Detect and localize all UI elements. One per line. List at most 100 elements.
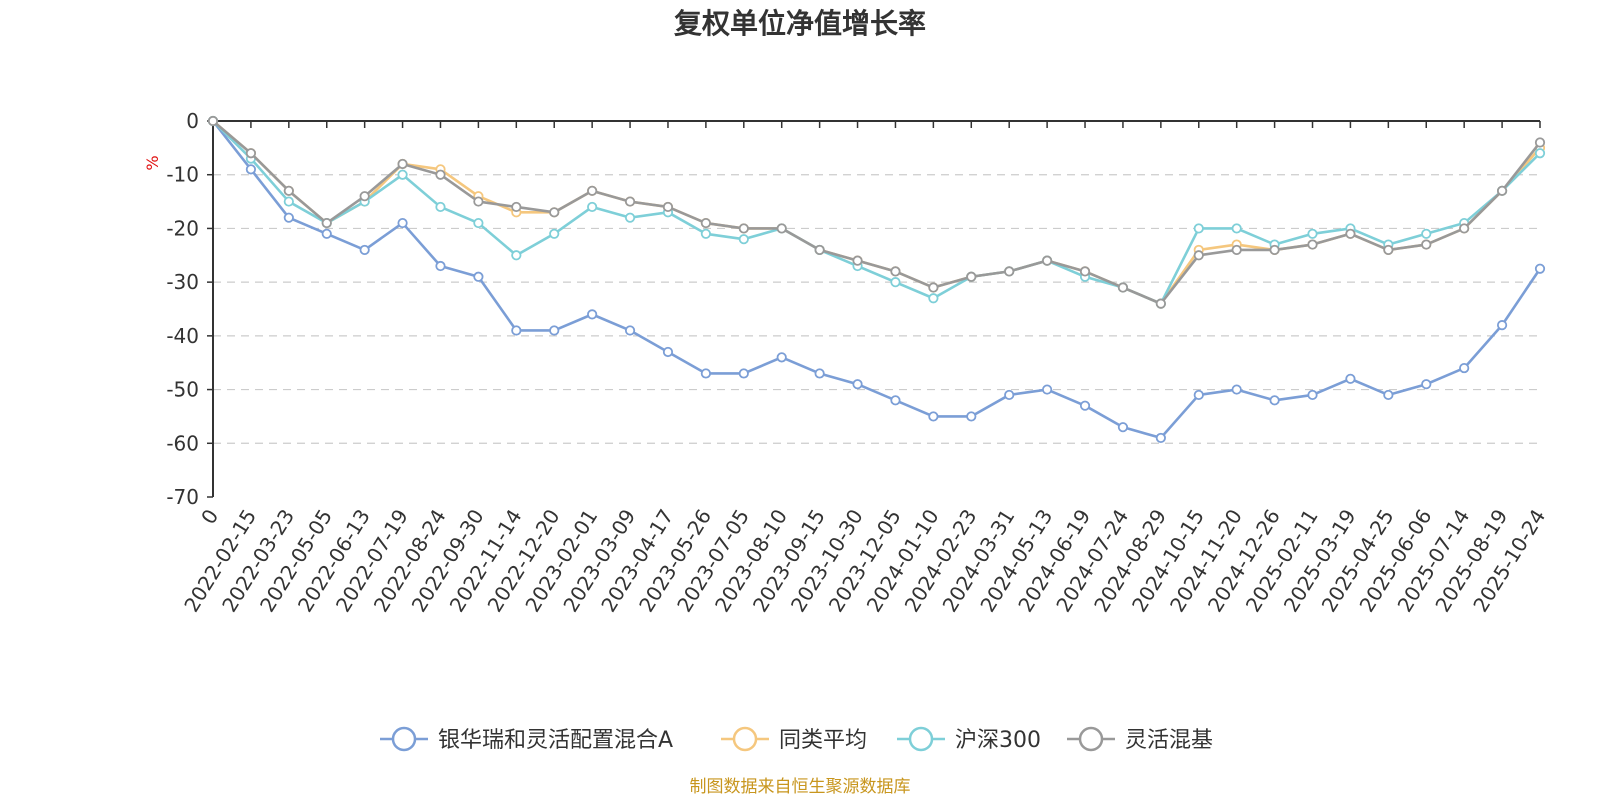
source-note: 制图数据来自恒生聚源数据库 [690, 777, 911, 797]
data-point [1231, 244, 1242, 256]
legend[interactable]: 银华瑞和灵活配置混合A 同类平均 沪深300 灵活混基 [380, 726, 1213, 753]
data-point [966, 411, 977, 422]
data-point [814, 244, 825, 256]
y-tick-label: 0 [186, 109, 199, 133]
data-point [1496, 320, 1508, 331]
data-point [1383, 244, 1394, 256]
data-point [1383, 389, 1394, 401]
data-point [1269, 244, 1280, 256]
y-axis-ticks: 0 -10 -20 -30 -40 -50 -60 -70 [166, 109, 213, 509]
data-point [473, 271, 484, 282]
series-line [212, 120, 1541, 305]
data-point [624, 212, 636, 223]
data-point [700, 368, 711, 379]
legend-marker [391, 726, 417, 752]
data-point [1307, 389, 1318, 401]
y-tick-label: -30 [166, 270, 199, 294]
legend-label: 灵活混基 [1125, 728, 1213, 753]
data-point [1345, 373, 1356, 384]
data-point [1117, 282, 1129, 293]
data-point [662, 201, 674, 213]
data-point [1421, 379, 1432, 390]
data-point [890, 277, 901, 288]
data-point [928, 282, 939, 293]
data-point [397, 217, 408, 229]
data-point [1307, 228, 1318, 239]
data-point [1193, 389, 1204, 401]
data-point [776, 223, 787, 234]
data-point [321, 217, 332, 229]
data-point [1193, 250, 1204, 261]
data-point [1421, 239, 1432, 250]
data-point [359, 191, 370, 202]
data-point [1345, 228, 1356, 239]
legend-item[interactable]: 同类平均 [721, 726, 867, 753]
legend-marker [732, 726, 758, 752]
data-point [1042, 384, 1053, 395]
data-point [776, 352, 787, 363]
data-point [1079, 400, 1091, 411]
data-point [1042, 255, 1053, 266]
data-point [1421, 228, 1432, 239]
legend-item[interactable]: 灵活混基 [1067, 726, 1213, 753]
data-point [359, 244, 370, 256]
data-point [1459, 223, 1470, 234]
series-line [211, 120, 1542, 440]
data-point [1004, 266, 1015, 277]
data-point [738, 368, 749, 379]
data-point [549, 207, 560, 218]
data-point [245, 148, 257, 159]
legend-item[interactable]: 银华瑞和灵活配置混合A [380, 726, 673, 753]
data-point [1534, 137, 1546, 148]
legend-marker [908, 726, 934, 752]
data-point [814, 368, 825, 379]
y-tick-label: -70 [166, 485, 199, 509]
x-axis-ticks: 02022-02-152022-03-232022-05-052022-06-1… [179, 121, 1550, 616]
legend-label: 沪深300 [955, 728, 1041, 753]
legend-item[interactable]: 沪深300 [897, 726, 1041, 753]
legend-label: 银华瑞和灵活配置混合A [438, 728, 673, 753]
data-point [624, 196, 636, 207]
data-point [1231, 384, 1242, 395]
data-point [587, 201, 598, 213]
data-point [397, 158, 408, 170]
y-tick-label: -60 [166, 431, 199, 455]
data-point [283, 212, 294, 223]
data-point [928, 411, 939, 422]
data-point [283, 196, 294, 207]
data-point [1534, 148, 1546, 159]
series-3 [207, 115, 1546, 309]
data-point [1004, 389, 1015, 401]
x-tick-label: 0 [196, 505, 223, 529]
series-1 [207, 115, 1546, 309]
data-point [738, 234, 749, 245]
legend-marker [1078, 726, 1104, 752]
data-point [587, 309, 598, 320]
data-point [511, 201, 522, 213]
y-tick-label: -40 [166, 324, 199, 348]
data-point [1231, 223, 1242, 234]
legend-label: 同类平均 [779, 728, 867, 753]
data-point [1459, 362, 1470, 374]
y-tick-label: -50 [166, 378, 199, 402]
series-line [212, 120, 1541, 305]
data-point [1269, 395, 1280, 406]
series-line [212, 120, 1542, 305]
data-point [1117, 422, 1129, 433]
data-point [624, 325, 636, 336]
series-0 [207, 115, 1546, 444]
data-point [283, 185, 294, 196]
data-point [587, 185, 598, 196]
data-point [1155, 432, 1166, 444]
data-point [245, 164, 257, 175]
data-point [1155, 298, 1166, 309]
data-point [207, 115, 219, 127]
data-point [738, 223, 749, 234]
chart-title: 复权单位净值增长率 [674, 7, 926, 40]
series-2 [207, 115, 1546, 309]
data-point [549, 325, 560, 336]
y-axis-unit: % [143, 155, 162, 170]
data-point [1496, 185, 1508, 196]
data-point [435, 260, 446, 272]
